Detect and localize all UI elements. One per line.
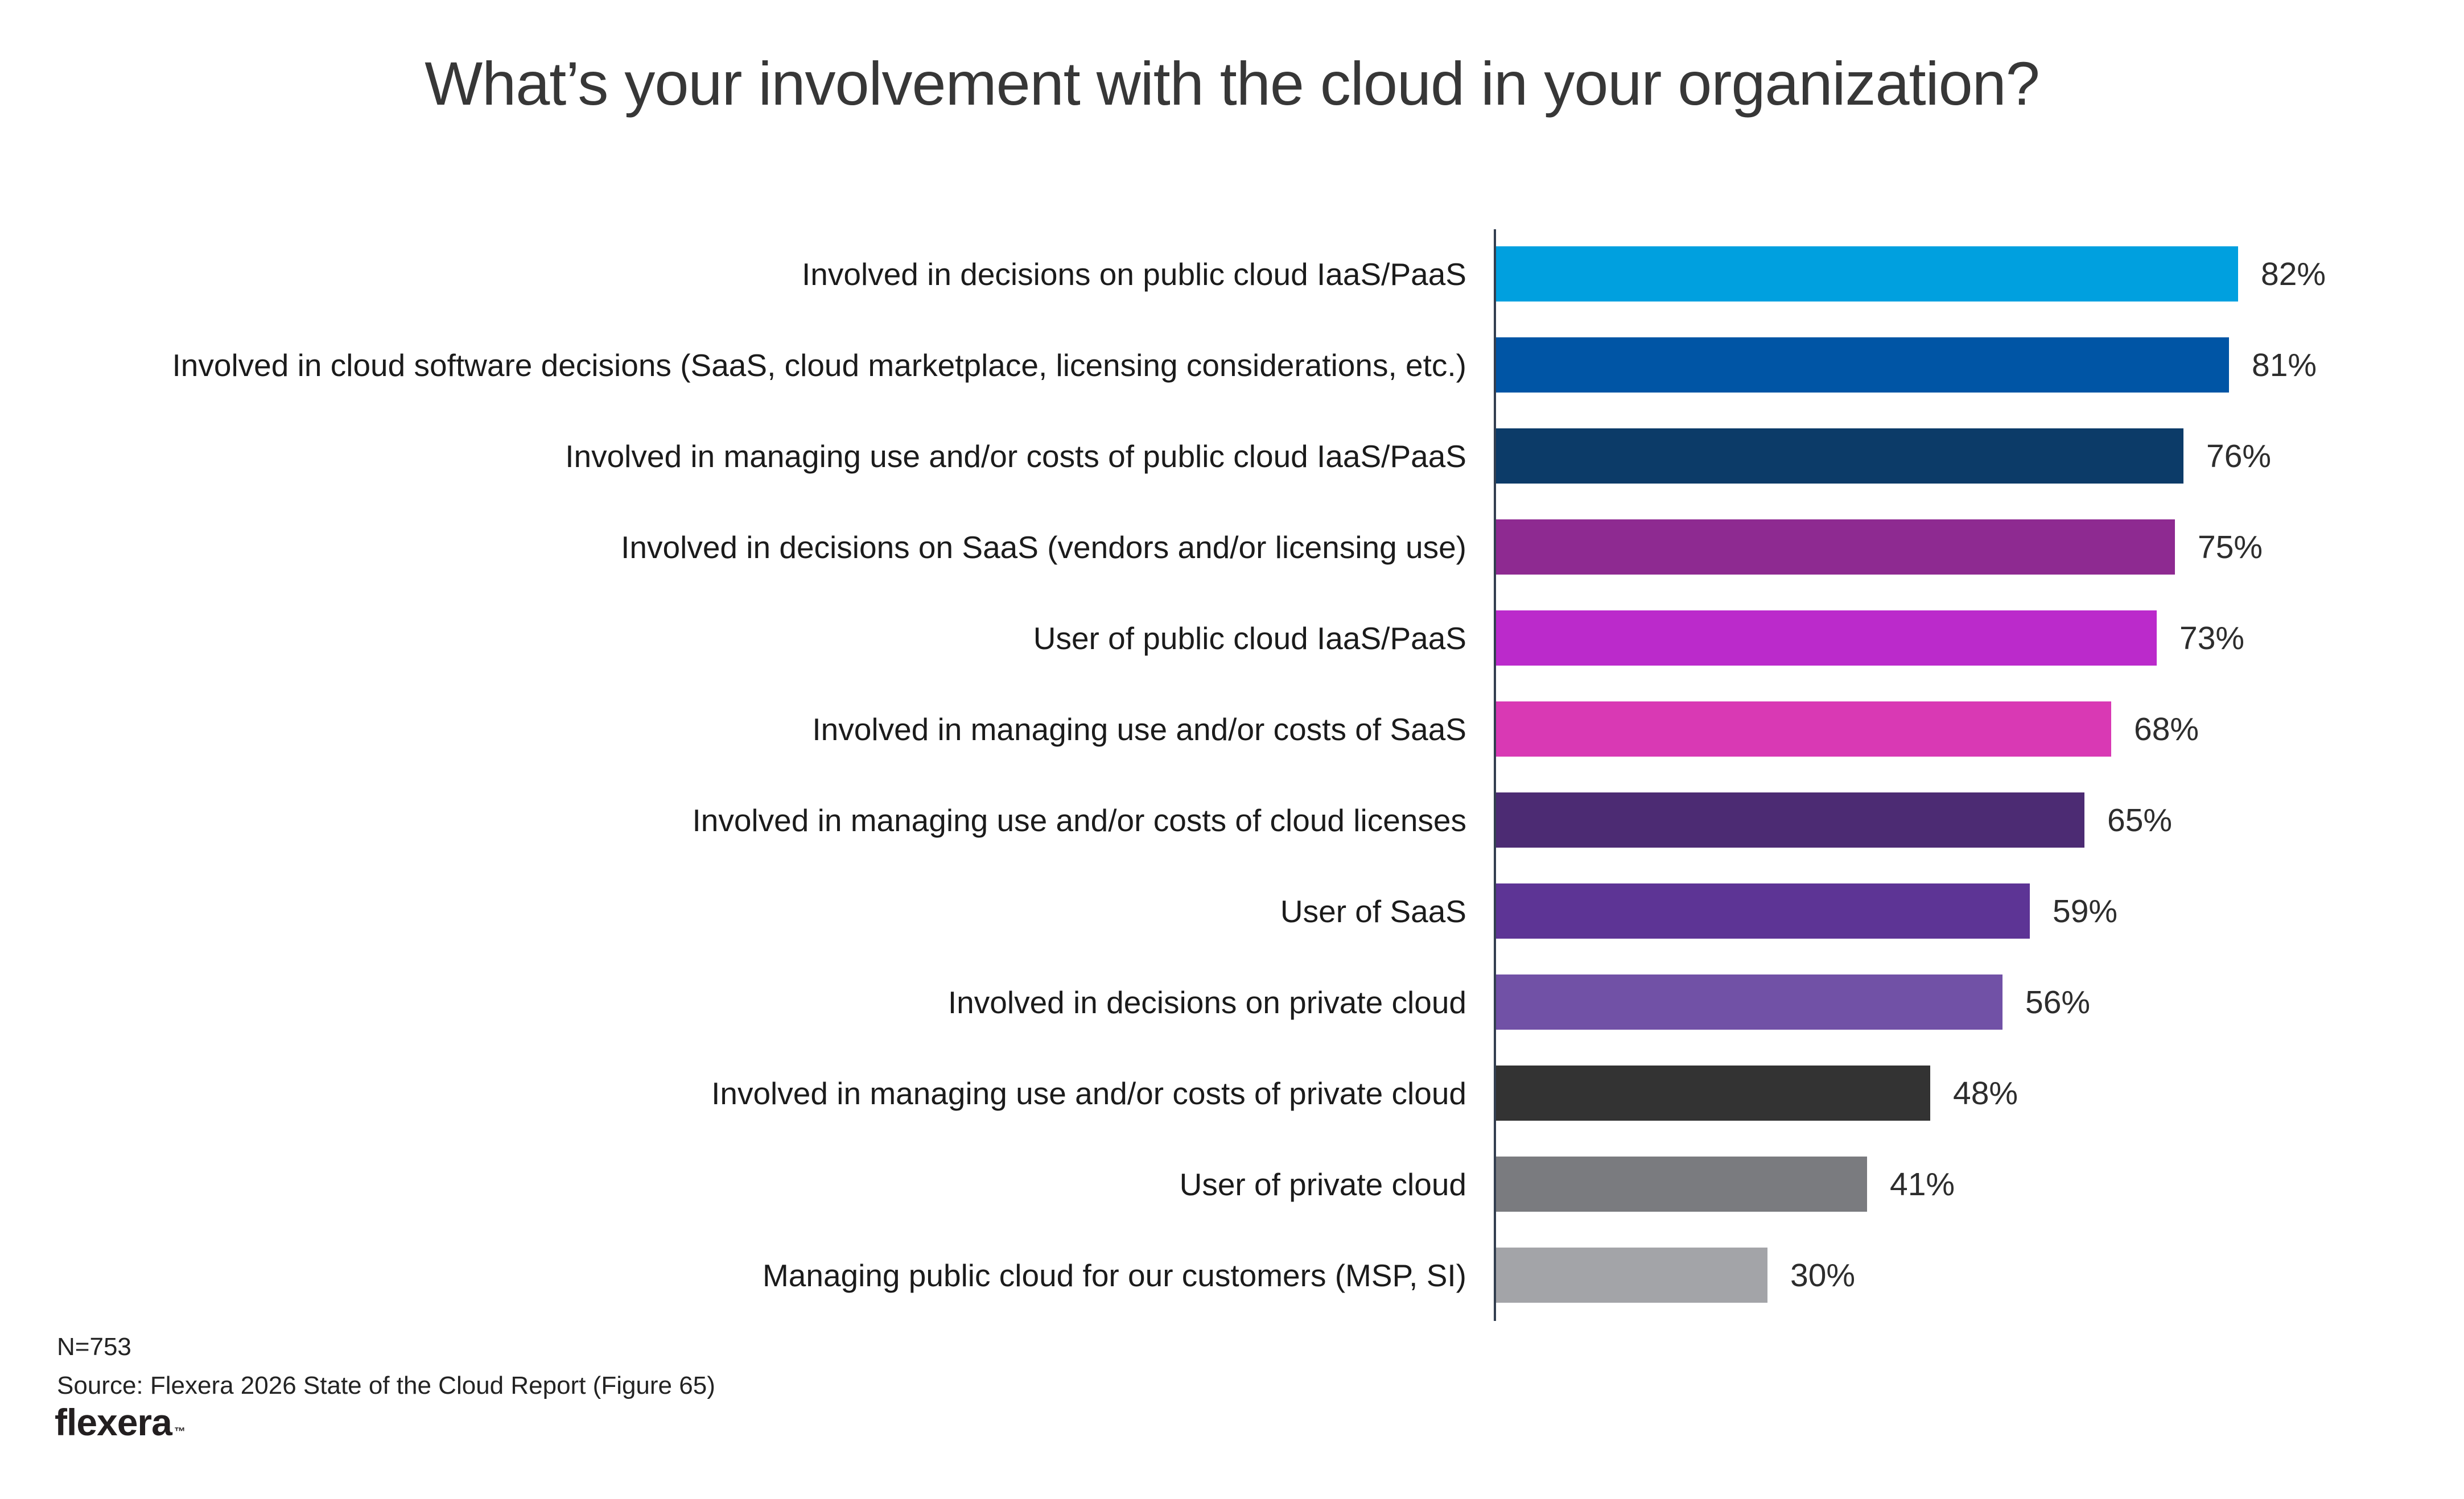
bar-label: Involved in decisions on private cloud — [947, 984, 1466, 1020]
bar-row: Managing public cloud for our customers … — [0, 1248, 2464, 1303]
bar-value: 41% — [1890, 1166, 1955, 1203]
chart-title: What’s your involvement with the cloud i… — [425, 49, 2040, 118]
bar — [1496, 1248, 1767, 1303]
source-note: Source: Flexera 2026 State of the Cloud … — [57, 1372, 715, 1399]
bar-row: Involved in managing use and/or costs of… — [0, 428, 2464, 484]
bar-row: Involved in cloud software decisions (Sa… — [0, 337, 2464, 393]
bar-label: User of public cloud IaaS/PaaS — [1033, 620, 1466, 656]
bar-value: 73% — [2179, 620, 2245, 656]
trademark-mark: ™ — [174, 1426, 186, 1438]
flexera-logo: flexera ™ — [55, 1401, 186, 1443]
bar — [1496, 428, 2183, 484]
bar-value: 75% — [2198, 528, 2263, 565]
bar-value: 56% — [2025, 984, 2091, 1021]
bar — [1496, 1157, 1867, 1212]
bar-label: Managing public cloud for our customers … — [762, 1257, 1466, 1293]
bar-row: Involved in managing use and/or costs of… — [0, 792, 2464, 848]
bar-row: User of public cloud IaaS/PaaS 73% — [0, 610, 2464, 666]
bar-row: Involved in managing use and/or costs of… — [0, 1066, 2464, 1121]
bar-label: Involved in decisions on SaaS (vendors a… — [621, 529, 1466, 565]
bar-row: Involved in decisions on SaaS (vendors a… — [0, 519, 2464, 575]
bar-row: Involved in managing use and/or costs of… — [0, 701, 2464, 757]
bar-label: Involved in cloud software decisions (Sa… — [172, 347, 1467, 383]
bar-value: 81% — [2252, 346, 2317, 383]
bar — [1496, 701, 2111, 757]
bar-row: User of SaaS 59% — [0, 883, 2464, 939]
bar-row: User of private cloud 41% — [0, 1157, 2464, 1212]
bar — [1496, 974, 2002, 1030]
bar — [1496, 883, 2030, 939]
bar-label: Involved in managing use and/or costs of… — [692, 802, 1466, 838]
bar-label: User of private cloud — [1179, 1166, 1466, 1202]
bar-value: 59% — [2053, 893, 2118, 930]
bar-value: 65% — [2107, 802, 2173, 839]
bar-label: Involved in managing use and/or costs of… — [565, 438, 1466, 474]
bar — [1496, 519, 2175, 575]
bar — [1496, 246, 2238, 302]
bar — [1496, 337, 2229, 393]
bar-value: 30% — [1790, 1257, 1856, 1294]
bar-value: 48% — [1953, 1075, 2018, 1112]
bar-label: Involved in decisions on public cloud Ia… — [802, 256, 1466, 292]
bar-row: Involved in decisions on public cloud Ia… — [0, 246, 2464, 302]
bar-label: Involved in managing use and/or costs of… — [711, 1075, 1466, 1111]
sample-size: N=753 — [57, 1333, 131, 1361]
bar-label: Involved in managing use and/or costs of… — [812, 711, 1466, 747]
bar-value: 76% — [2206, 437, 2272, 474]
bar — [1496, 1066, 1930, 1121]
bar — [1496, 610, 2157, 666]
bar-label: User of SaaS — [1280, 893, 1466, 929]
flexera-logo-text: flexera — [55, 1401, 172, 1443]
bar-value: 82% — [2261, 255, 2326, 292]
bar-row: Involved in decisions on private cloud 5… — [0, 974, 2464, 1030]
bar — [1496, 792, 2084, 848]
bar-value: 68% — [2134, 711, 2199, 748]
y-axis-line — [1494, 229, 1496, 1321]
